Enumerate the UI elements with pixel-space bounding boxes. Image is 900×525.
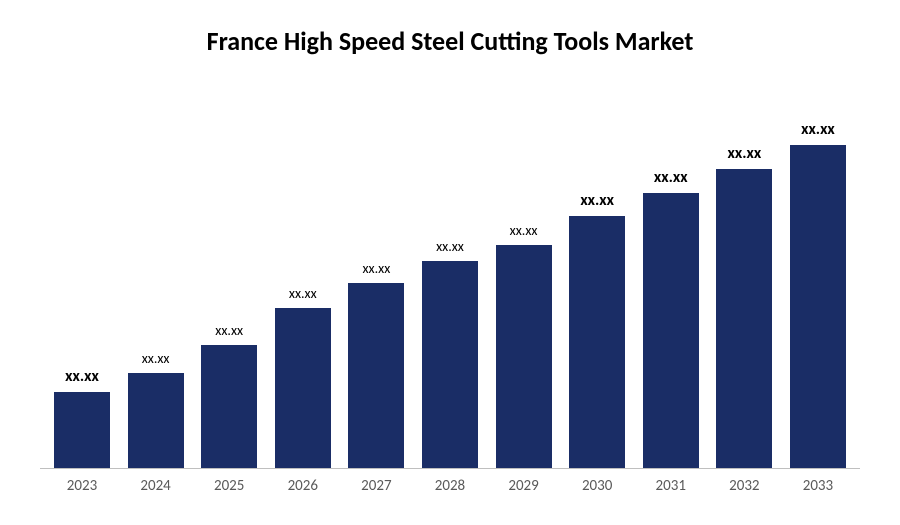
bar-group: xx.xx — [197, 322, 261, 469]
bar-group: xx.xx — [344, 260, 408, 468]
bar-data-label: xx.xx — [580, 191, 614, 210]
x-axis-tick: 2033 — [786, 477, 850, 495]
bar-data-label: xx.xx — [728, 144, 762, 163]
bar-data-label: xx.xx — [215, 322, 243, 339]
bar — [348, 283, 404, 468]
x-axis-tick: 2032 — [712, 477, 776, 495]
bar-data-label: xx.xx — [65, 367, 99, 386]
bar-group: xx.xx — [565, 191, 629, 468]
bar-group: xx.xx — [712, 144, 776, 468]
bar-data-label: xx.xx — [289, 285, 317, 302]
bar-data-label: xx.xx — [654, 168, 688, 187]
x-axis-tick: 2026 — [271, 477, 335, 495]
x-axis-tick: 2028 — [418, 477, 482, 495]
x-axis: 2023 2024 2025 2026 2027 2028 2029 2030 2031 2032… — [40, 469, 860, 495]
bar-data-label: xx.xx — [801, 120, 835, 139]
bar — [201, 345, 257, 469]
bar — [128, 373, 184, 468]
bar-data-label: xx.xx — [436, 238, 464, 255]
bar-group: xx.xx — [271, 285, 335, 468]
x-axis-tick: 2024 — [124, 477, 188, 495]
x-axis-tick: 2029 — [492, 477, 556, 495]
x-axis-tick: 2023 — [50, 477, 114, 495]
bar — [275, 308, 331, 468]
bar-group: xx.xx — [418, 238, 482, 468]
bar — [790, 145, 846, 468]
plot-area: xx.xx xx.xx xx.xx xx.xx xx.xx xx.xx xx.xx xx.xx… — [40, 77, 860, 469]
bar-group: xx.xx — [124, 350, 188, 468]
x-axis-tick: 2027 — [344, 477, 408, 495]
bar — [54, 392, 110, 468]
bar-data-label: xx.xx — [142, 350, 170, 367]
bar-group: xx.xx — [639, 168, 703, 469]
x-axis-tick: 2025 — [197, 477, 261, 495]
bar — [716, 169, 772, 468]
chart-container: France High Speed Steel Cutting Tools Ma… — [0, 0, 900, 525]
bar — [643, 193, 699, 469]
bar-data-label: xx.xx — [362, 260, 390, 277]
bar — [496, 245, 552, 468]
bar-group: xx.xx — [786, 120, 850, 468]
bar-data-label: xx.xx — [510, 222, 538, 239]
bar-group: xx.xx — [50, 367, 114, 468]
chart-title: France High Speed Steel Cutting Tools Ma… — [40, 25, 860, 57]
x-axis-tick: 2030 — [565, 477, 629, 495]
x-axis-tick: 2031 — [639, 477, 703, 495]
bar — [422, 261, 478, 468]
bar-group: xx.xx — [492, 222, 556, 468]
bar — [569, 216, 625, 468]
